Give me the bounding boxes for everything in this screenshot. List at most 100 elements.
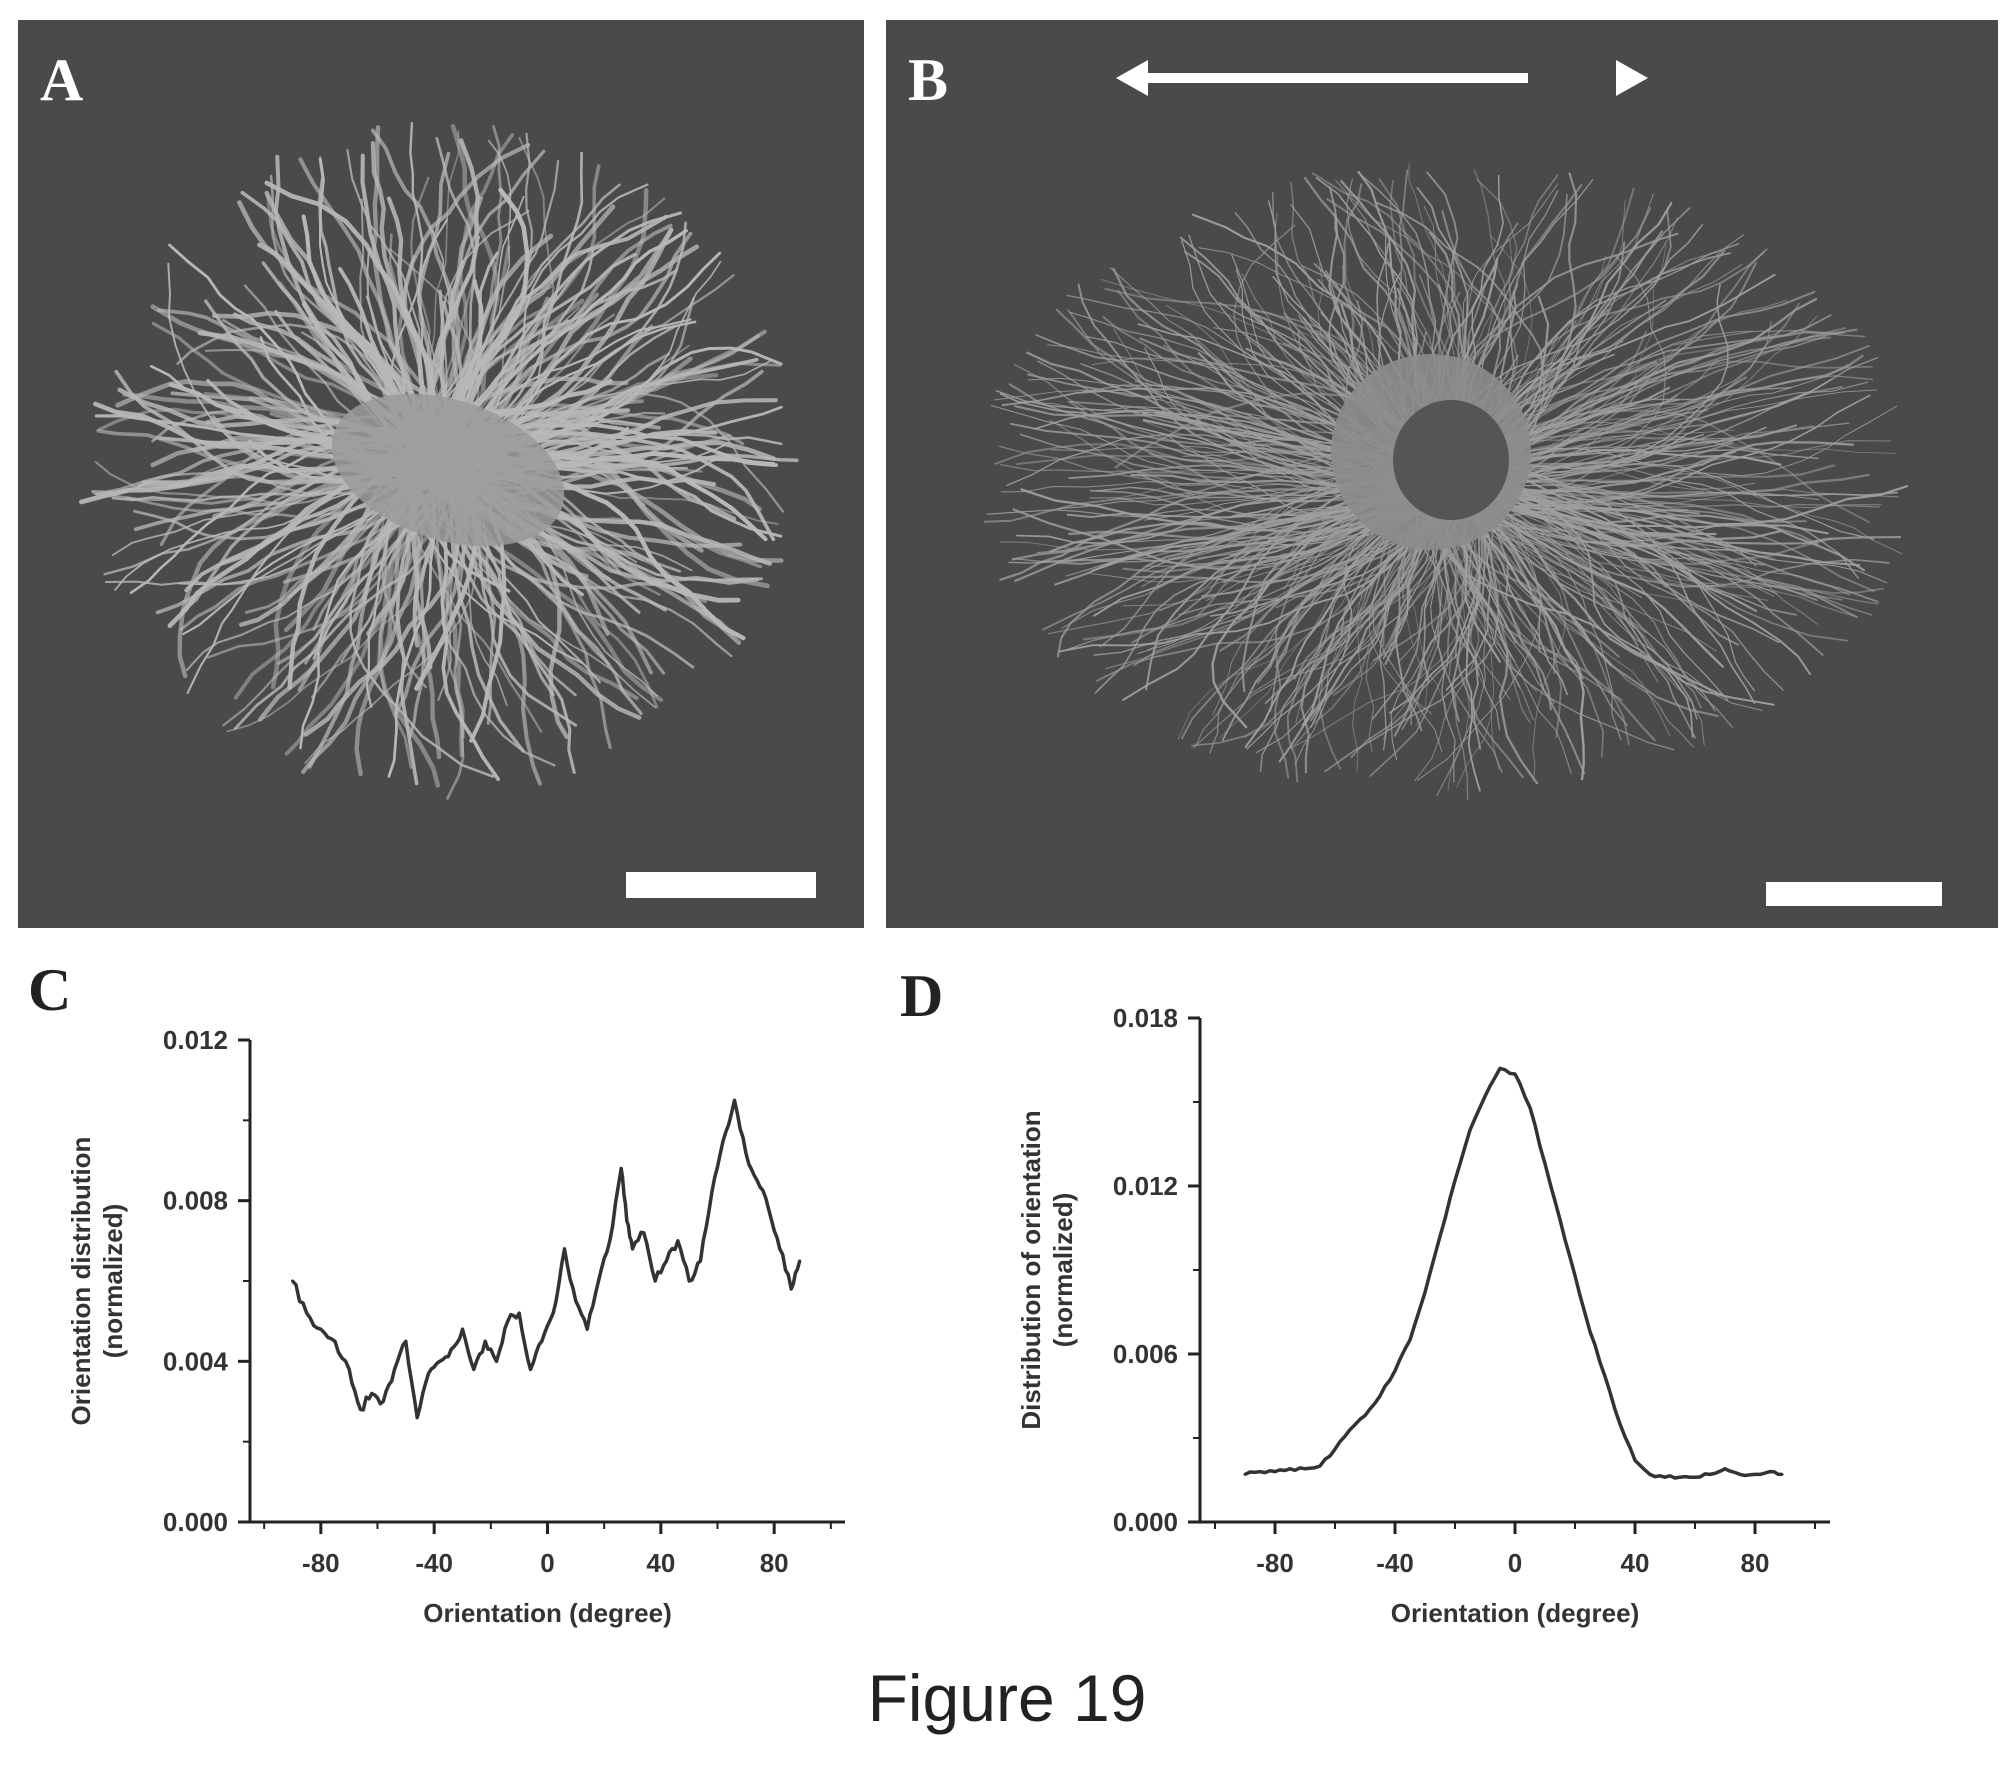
data-point (1348, 1428, 1352, 1432)
data-point (1648, 1472, 1652, 1476)
data-point (381, 1400, 385, 1403)
data-point (359, 1408, 362, 1412)
data-point (461, 1327, 464, 1331)
data-point (1243, 1472, 1247, 1476)
data-point (393, 1367, 396, 1371)
data-point (798, 1259, 802, 1263)
y-axis-label: Orientation distribution(normalized) (66, 1137, 128, 1426)
data-point (1708, 1472, 1712, 1476)
chart-c: -80 -40 0 40 80 0.000 0.004 0.008 0.012 Orientati… (66, 1025, 845, 1628)
data-point (1738, 1472, 1742, 1476)
data-point (1678, 1475, 1682, 1479)
y-axis-label: Distribution of orientation(normalized) (1016, 1110, 1078, 1429)
y-tick-label: 0.018 (1113, 1003, 1178, 1033)
data-point (1588, 1330, 1592, 1334)
data-point (744, 1150, 748, 1154)
data-point (1768, 1470, 1772, 1474)
micrograph-b-image (983, 163, 1909, 800)
panel-label-c: C (28, 957, 72, 1023)
data-point (415, 1416, 419, 1420)
data-point (625, 1219, 629, 1223)
data-point (687, 1279, 691, 1283)
micrograph-a-image (79, 121, 799, 800)
data-point (551, 1311, 555, 1315)
data-point (676, 1239, 680, 1243)
data-point (563, 1247, 566, 1251)
data-point (1393, 1369, 1397, 1373)
chart-d: -80 -40 0 40 80 0.000 0.006 0.012 0.018 Orientati… (1016, 1003, 1830, 1628)
data-point (1378, 1394, 1382, 1398)
data-point (305, 1311, 309, 1315)
data-point (472, 1367, 476, 1371)
data-point (1333, 1447, 1337, 1451)
data-point (733, 1098, 736, 1102)
data-point (1498, 1066, 1502, 1070)
x-tick-label: 40 (646, 1548, 675, 1578)
data-point (529, 1367, 532, 1371)
data-point (540, 1339, 544, 1343)
data-point (767, 1207, 770, 1211)
orientation-arrow (1116, 60, 1648, 96)
y-tick-label: 0.012 (1113, 1171, 1178, 1201)
x-tick-label: 80 (1741, 1548, 1770, 1578)
data-point (1453, 1178, 1457, 1182)
data-point (438, 1359, 442, 1363)
x-tick-label: -40 (415, 1548, 453, 1578)
data-point (1780, 1472, 1784, 1476)
data-point (506, 1319, 510, 1323)
y-tick-label: 0.012 (163, 1025, 228, 1055)
panel-label-d: D (900, 963, 944, 1029)
x-tick-label: 80 (760, 1548, 789, 1578)
scale-bar-a (626, 872, 816, 898)
data-point (619, 1167, 623, 1171)
data-points (1243, 1066, 1784, 1479)
data-point (347, 1367, 351, 1371)
x-axis-label: Orientation (degree) (1391, 1598, 1639, 1628)
data-point (1513, 1072, 1517, 1076)
x-axis-label: Orientation (degree) (423, 1598, 671, 1628)
data-point (1558, 1218, 1562, 1222)
micrograph-b: B (886, 20, 1998, 928)
data-point (1483, 1094, 1487, 1098)
figure-caption: Figure 19 (867, 1661, 1147, 1735)
data-point (699, 1259, 702, 1263)
y-tick-label: 0.004 (163, 1346, 229, 1376)
data-point (642, 1231, 646, 1235)
data-point (1363, 1414, 1367, 1418)
data-point (755, 1179, 759, 1183)
micrograph-a: A (18, 20, 864, 928)
x-tick-label: -40 (1376, 1548, 1414, 1578)
data-point (1408, 1338, 1412, 1342)
data-point (710, 1191, 714, 1195)
data-point (778, 1247, 782, 1251)
data-point (631, 1247, 634, 1251)
data-point (1288, 1467, 1292, 1471)
x-tick-label: 40 (1621, 1548, 1650, 1578)
data-point (1573, 1274, 1577, 1278)
x-tick-label: -80 (1256, 1548, 1294, 1578)
data-point (789, 1287, 793, 1291)
y-tick-label: 0.000 (163, 1507, 228, 1537)
data-point (574, 1299, 578, 1303)
y-tick-label: 0.000 (1113, 1507, 1178, 1537)
data-point (427, 1371, 430, 1375)
data-point (1723, 1467, 1727, 1471)
scale-bar-b (1766, 882, 1942, 906)
data-point (1543, 1162, 1547, 1166)
data-point (1273, 1470, 1277, 1474)
data-point (721, 1138, 725, 1142)
data-point (1258, 1470, 1262, 1474)
data-point (1693, 1475, 1697, 1479)
data-point (1618, 1422, 1622, 1426)
cell-body (331, 393, 565, 547)
data-point (1663, 1475, 1667, 1479)
data-point (1528, 1106, 1532, 1110)
y-tick-label: 0.008 (163, 1186, 228, 1216)
data-point (1318, 1464, 1322, 1468)
data-point (1423, 1290, 1427, 1294)
data-point (1468, 1128, 1472, 1132)
panel-label-b: B (908, 47, 949, 113)
data-point (319, 1327, 323, 1331)
nucleus (1393, 400, 1509, 520)
axes: -80 -40 0 40 80 0.000 0.006 0.012 0.018 Orientati… (1016, 1003, 1830, 1628)
